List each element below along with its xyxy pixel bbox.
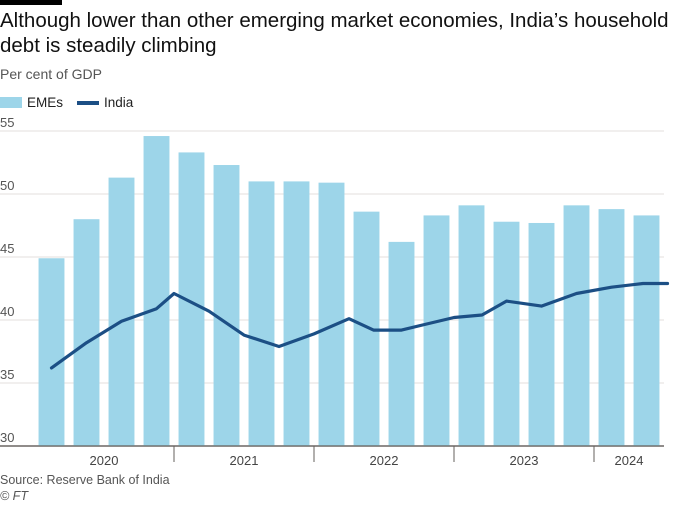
y-tick-label: 45	[0, 241, 14, 256]
x-tick-label: 2021	[230, 453, 259, 468]
legend-item-india: India	[77, 95, 133, 110]
bar-emes	[73, 219, 100, 446]
legend-swatch-emes	[0, 97, 22, 108]
bar-emes	[598, 209, 625, 446]
bar-emes	[248, 181, 275, 446]
bar-emes	[38, 258, 65, 446]
legend-label-india: India	[104, 95, 134, 110]
bar-emes	[388, 241, 415, 446]
x-tick-label: 2022	[370, 453, 399, 468]
y-tick-label: 55	[0, 118, 14, 130]
bar-emes	[283, 181, 310, 446]
y-tick-label: 30	[0, 430, 14, 445]
chart-title: Although lower than other emerging marke…	[0, 9, 669, 57]
chart-plot: 30 35 40 45 50 55 2020 2021 2022 2023 2024	[0, 118, 670, 468]
bar-emes	[423, 215, 450, 446]
legend-item-emes: EMEs	[0, 95, 63, 110]
credit-note: © FT	[0, 489, 28, 503]
bar-emes	[493, 221, 520, 446]
bar-emes	[143, 136, 170, 447]
x-tick-label: 2023	[510, 453, 539, 468]
bar-emes	[633, 215, 660, 446]
ft-top-bar	[0, 0, 62, 5]
x-tick-label: 2020	[90, 453, 119, 468]
line-india	[49, 281, 670, 370]
x-tick-label: 2024	[615, 453, 644, 468]
legend-swatch-india	[77, 100, 100, 105]
bar-emes	[563, 205, 590, 446]
chart-subtitle: Per cent of GDP	[0, 66, 102, 82]
legend-label-emes: EMEs	[27, 95, 64, 110]
bar-emes	[213, 165, 240, 446]
y-tick-label: 35	[0, 367, 14, 382]
bar-emes	[108, 177, 135, 446]
y-tick-label: 50	[0, 178, 14, 193]
source-note: Source: Reserve Bank of India	[0, 473, 170, 487]
bar-emes	[318, 182, 345, 446]
chart-legend: EMEs India	[0, 95, 147, 110]
bar-emes	[528, 222, 555, 446]
y-tick-label: 40	[0, 304, 14, 319]
bar-emes	[458, 205, 485, 446]
